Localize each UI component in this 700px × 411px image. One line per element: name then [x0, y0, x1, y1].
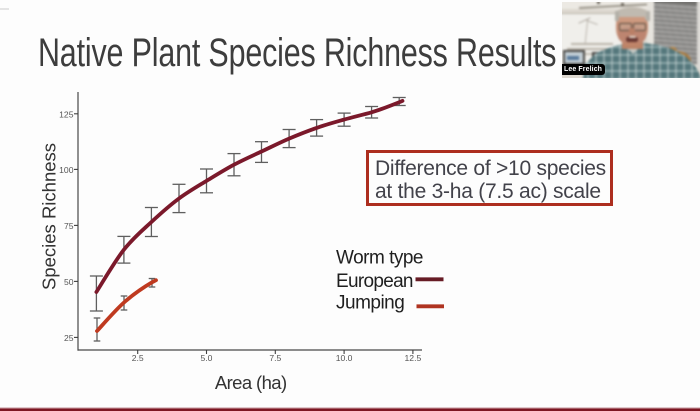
svg-text:Area (ha): Area (ha)	[215, 372, 287, 393]
svg-text:European: European	[336, 271, 413, 292]
svg-text:5.0: 5.0	[201, 353, 213, 363]
svg-text:75: 75	[64, 221, 74, 231]
svg-text:Species Richness: Species Richness	[39, 143, 60, 290]
svg-text:Jumping: Jumping	[336, 293, 404, 314]
svg-text:2.5: 2.5	[132, 353, 144, 363]
svg-text:50: 50	[64, 277, 74, 287]
svg-text:25: 25	[64, 333, 74, 343]
svg-text:125: 125	[59, 110, 74, 120]
svg-text:12.5: 12.5	[405, 353, 422, 363]
svg-text:10.0: 10.0	[336, 353, 353, 363]
svg-text:100: 100	[59, 165, 74, 175]
svg-text:Worm type: Worm type	[336, 248, 423, 269]
svg-text:7.5: 7.5	[269, 353, 281, 363]
